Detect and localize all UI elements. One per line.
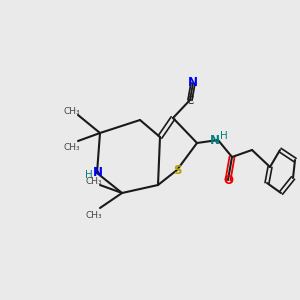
Text: H: H xyxy=(85,170,93,180)
Text: O: O xyxy=(223,173,233,187)
Text: N: N xyxy=(210,134,220,146)
Text: S: S xyxy=(173,164,181,176)
Text: CH₃: CH₃ xyxy=(64,142,80,152)
Text: N: N xyxy=(93,167,103,179)
Text: H: H xyxy=(220,131,228,141)
Text: CH₃: CH₃ xyxy=(64,106,80,116)
Text: CH₃: CH₃ xyxy=(86,176,102,185)
Text: CH₃: CH₃ xyxy=(86,211,102,220)
Text: N: N xyxy=(188,76,198,88)
Text: C: C xyxy=(186,96,194,106)
